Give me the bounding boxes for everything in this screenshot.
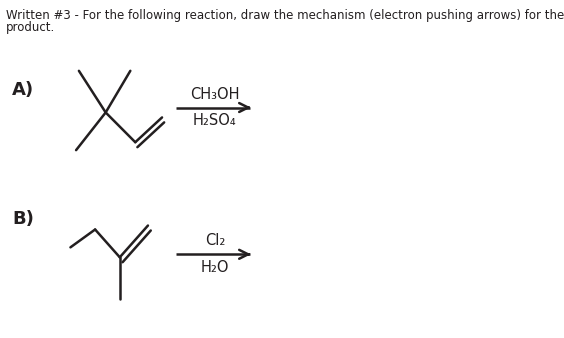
Text: H₂SO₄: H₂SO₄: [193, 114, 237, 128]
Text: B): B): [12, 210, 34, 228]
Text: Written #3 - For the following reaction, draw the mechanism (electron pushing ar: Written #3 - For the following reaction,…: [6, 9, 564, 22]
Text: Cl₂: Cl₂: [205, 233, 225, 248]
Text: product.: product.: [6, 21, 55, 34]
Text: H₂O: H₂O: [201, 260, 229, 275]
Text: A): A): [12, 81, 34, 99]
Text: CH₃OH: CH₃OH: [190, 87, 240, 101]
